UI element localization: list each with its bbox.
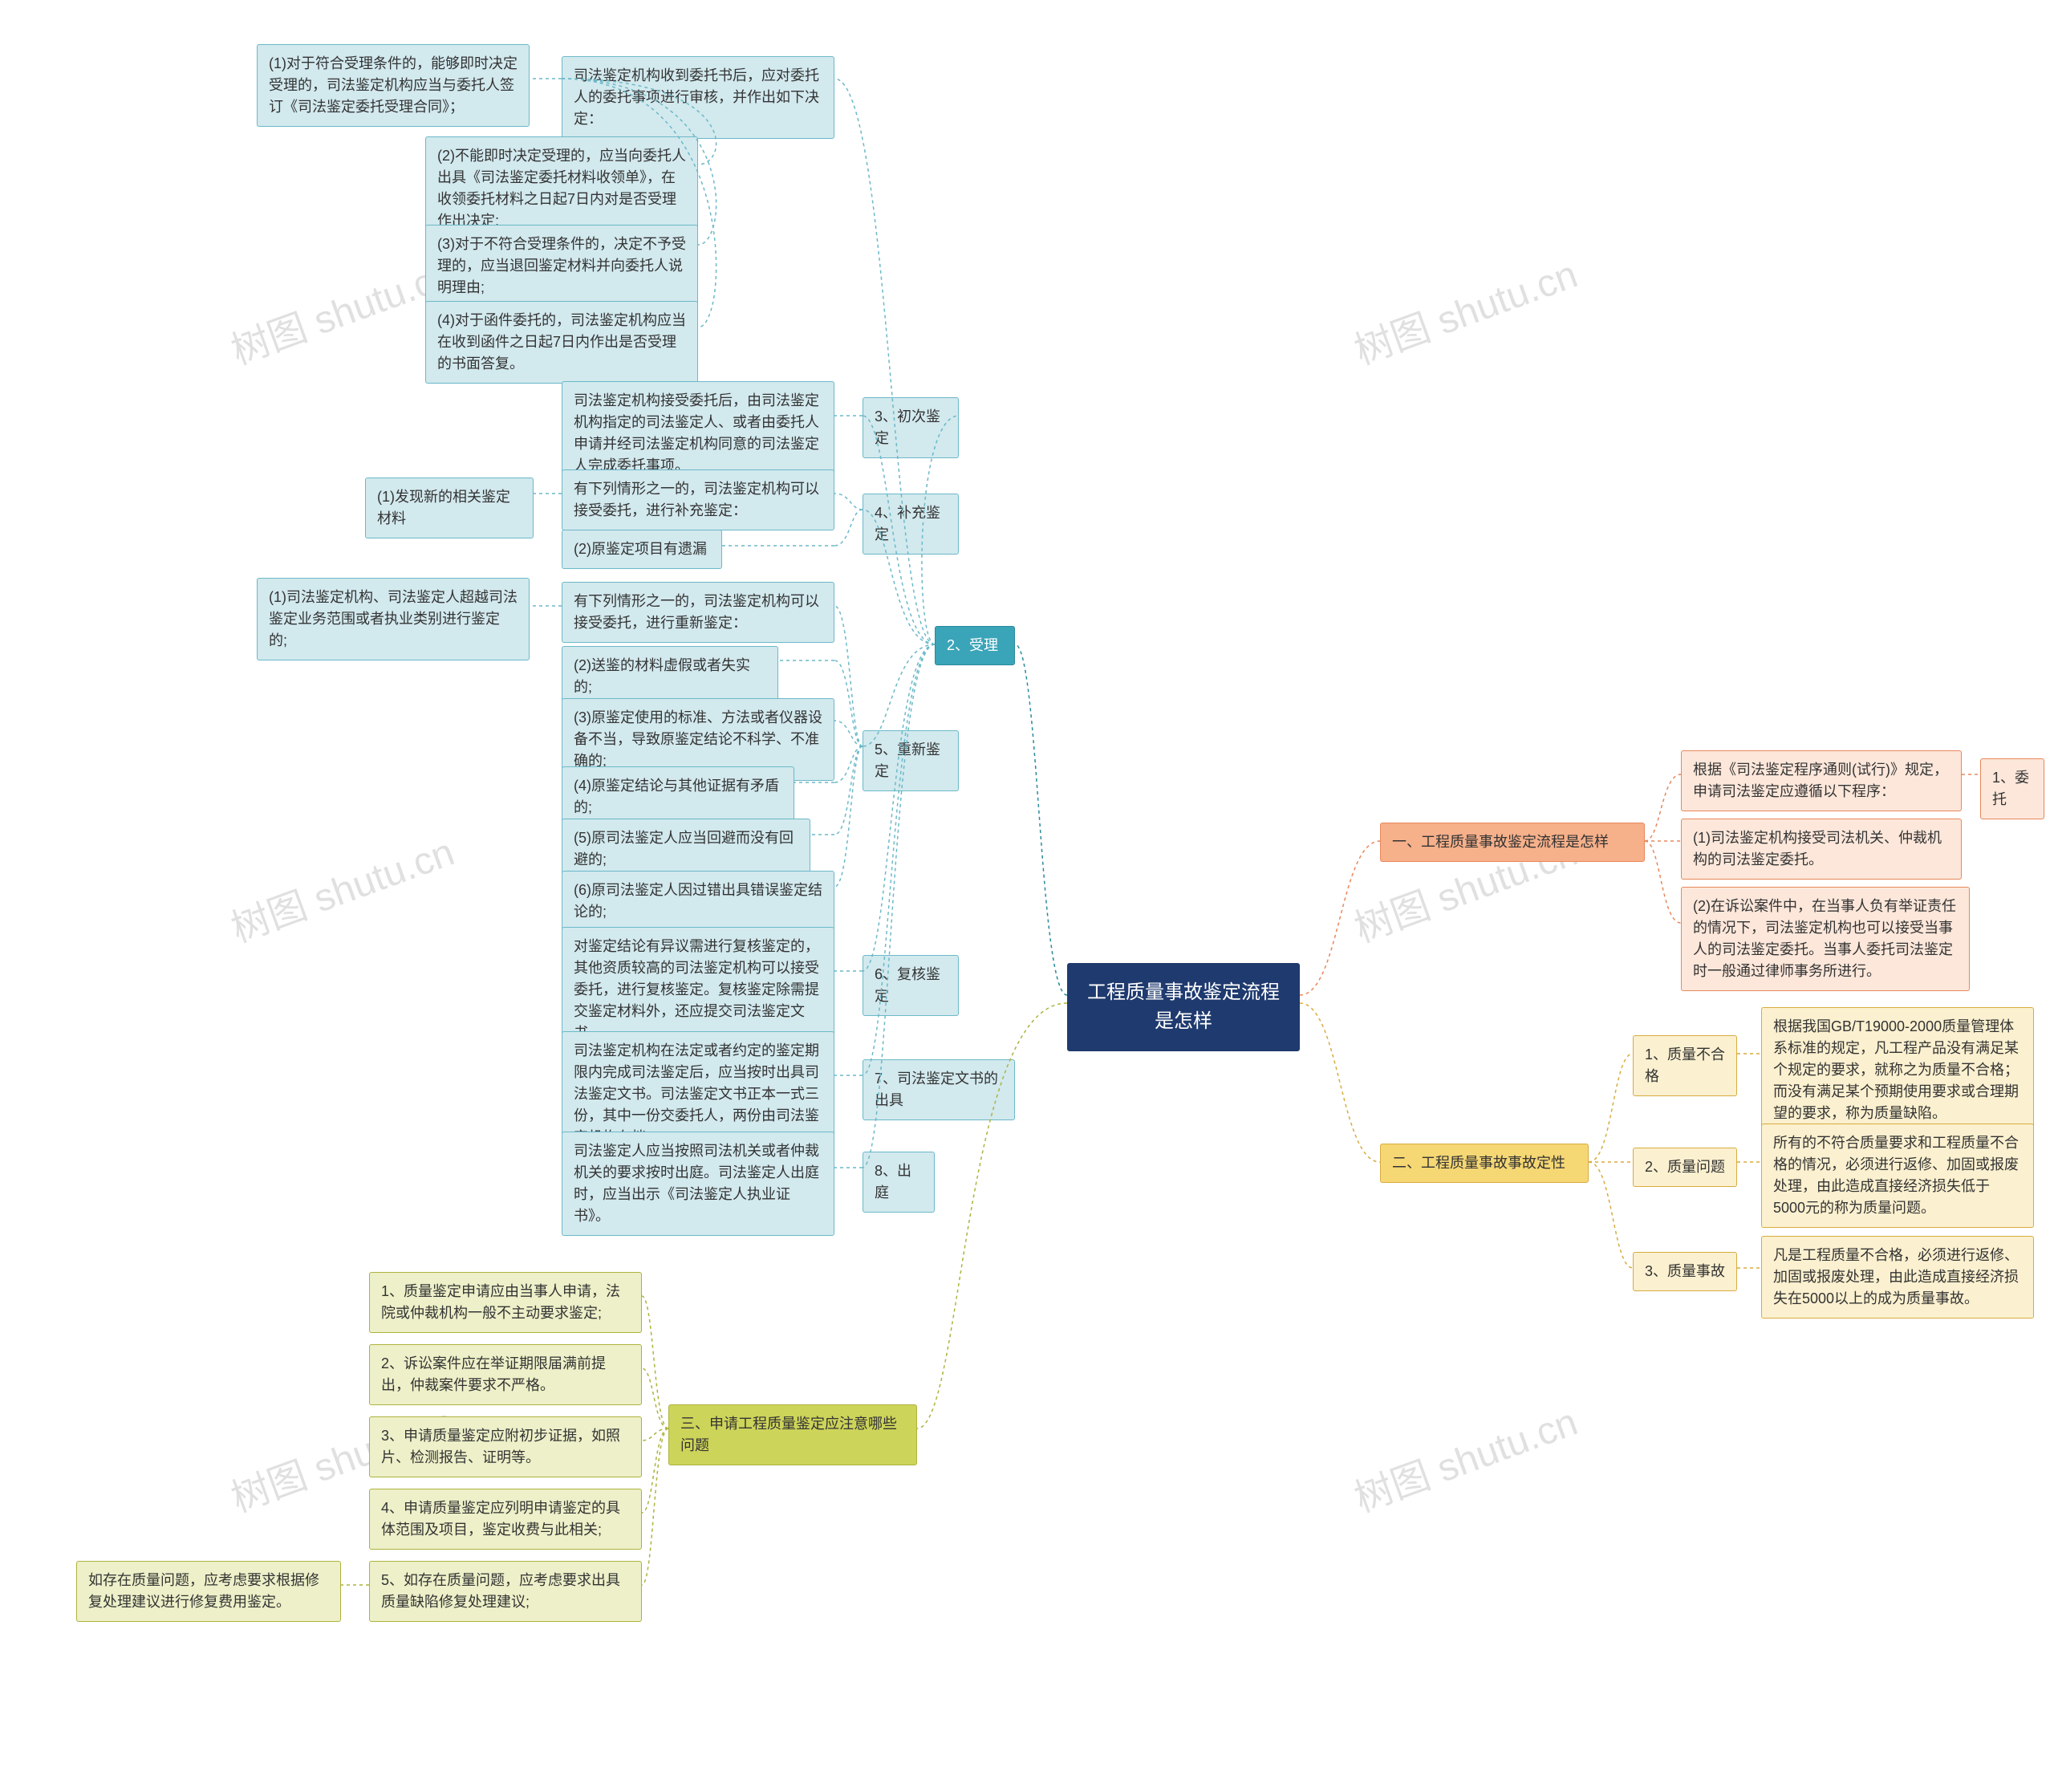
s3-i3[interactable]: 3、申请质量鉴定应附初步证据，如照片、检测报告、证明等。 xyxy=(369,1416,642,1477)
s3-i5b[interactable]: 如存在质量问题，应考虑要求根据修复处理建议进行修复费用鉴定。 xyxy=(76,1561,341,1622)
teal-n5-r6[interactable]: (6)原司法鉴定人因过错出具错误鉴定结论的; xyxy=(562,871,834,932)
teal-n5-k[interactable]: 5、重新鉴定 xyxy=(863,730,959,791)
teal-n8-v[interactable]: 司法鉴定人应当按照司法机关或者仲裁机关的要求按时出庭。司法鉴定人出庭时，应当出示… xyxy=(562,1132,834,1236)
s2-q1-v[interactable]: 根据我国GB/T19000-2000质量管理体系标准的规定，凡工程产品没有满足某… xyxy=(1761,1007,2034,1133)
teal-main[interactable]: 2、受理 xyxy=(935,626,1015,665)
watermark: 树图 shutu.cn xyxy=(222,820,461,953)
section-2[interactable]: 二、工程质量事故事故定性 xyxy=(1380,1144,1589,1183)
teal-n7-k[interactable]: 7、司法鉴定文书的出具 xyxy=(863,1059,1015,1120)
teal-n8-k[interactable]: 8、出庭 xyxy=(863,1152,935,1213)
s3-i4[interactable]: 4、申请质量鉴定应列明申请鉴定的具体范围及项目，鉴定收费与此相关; xyxy=(369,1489,642,1550)
teal-n5-h[interactable]: 有下列情形之一的，司法鉴定机构可以接受委托，进行重新鉴定： xyxy=(562,582,834,643)
s2-q3-v[interactable]: 凡是工程质量不合格，必须进行返修、加固或报废处理，由此造成直接经济损失在5000… xyxy=(1761,1236,2034,1319)
teal-n4-k[interactable]: 4、补充鉴定 xyxy=(863,494,959,555)
teal-n3-k[interactable]: 3、初次鉴定 xyxy=(863,397,959,458)
root-node[interactable]: 工程质量事故鉴定流程是怎样 xyxy=(1067,963,1300,1051)
s1-item-c[interactable]: (2)在诉讼案件中，在当事人负有举证责任的情况下，司法鉴定机构也可以接受当事人的… xyxy=(1681,887,1970,991)
teal-top-d4[interactable]: (4)对于函件委托的，司法鉴定机构应当在收到函件之日起7日内作出是否受理的书面答… xyxy=(425,301,698,384)
s2-q2-k[interactable]: 2、质量问题 xyxy=(1633,1148,1737,1187)
teal-n6-k[interactable]: 6、复核鉴定 xyxy=(863,955,959,1016)
s3-i5a[interactable]: 5、如存在质量问题，应考虑要求出具质量缺陷修复处理建议; xyxy=(369,1561,642,1622)
s2-q1-k[interactable]: 1、质量不合格 xyxy=(1633,1035,1737,1096)
teal-n4-b[interactable]: (2)原鉴定项目有遗漏 xyxy=(562,530,722,569)
s1-item-b[interactable]: (1)司法鉴定机构接受司法机关、仲裁机构的司法鉴定委托。 xyxy=(1681,819,1962,880)
teal-top-d1[interactable]: (1)对于符合受理条件的，能够即时决定受理的，司法鉴定机构应当与委托人签订《司法… xyxy=(257,44,530,127)
s2-q2-v[interactable]: 所有的不符合质量要求和工程质量不合格的情况，必须进行返修、加固或报废处理，由此造… xyxy=(1761,1124,2034,1228)
teal-n5-r1[interactable]: (1)司法鉴定机构、司法鉴定人超越司法鉴定业务范围或者执业类别进行鉴定的; xyxy=(257,578,530,660)
teal-n4-a[interactable]: (1)发现新的相关鉴定材料 xyxy=(365,477,534,538)
watermark: 树图 shutu.cn xyxy=(1346,242,1584,375)
s1-item-a[interactable]: 根据《司法鉴定程序通则(试行)》规定，申请司法鉴定应遵循以下程序： xyxy=(1681,750,1962,811)
watermark: 树图 shutu.cn xyxy=(1346,1390,1584,1522)
s3-i1[interactable]: 1、质量鉴定申请应由当事人申请，法院或仲裁机构一般不主动要求鉴定; xyxy=(369,1272,642,1333)
teal-n4-h[interactable]: 有下列情形之一的，司法鉴定机构可以接受委托，进行补充鉴定： xyxy=(562,469,834,530)
s1-tag-a[interactable]: 1、委托 xyxy=(1980,758,2044,819)
teal-top-h[interactable]: 司法鉴定机构收到委托书后，应对委托人的委托事项进行审核，并作出如下决定： xyxy=(562,56,834,139)
section-1[interactable]: 一、工程质量事故鉴定流程是怎样 xyxy=(1380,823,1645,862)
teal-top-d3[interactable]: (3)对于不符合受理条件的，决定不予受理的，应当退回鉴定材料并向委托人说明理由; xyxy=(425,225,698,307)
section-3[interactable]: 三、申请工程质量鉴定应注意哪些问题 xyxy=(668,1404,917,1465)
s2-q3-k[interactable]: 3、质量事故 xyxy=(1633,1252,1737,1291)
s3-i2[interactable]: 2、诉讼案件应在举证期限届满前提出，仲裁案件要求不严格。 xyxy=(369,1344,642,1405)
